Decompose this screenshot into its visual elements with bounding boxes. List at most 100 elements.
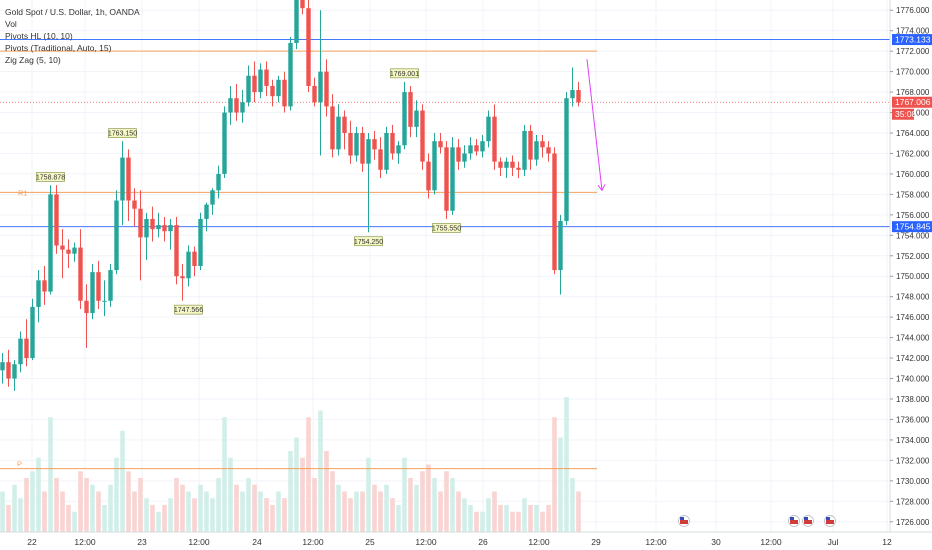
- event-flag-stripe: [680, 520, 688, 524]
- volume-bar: [306, 417, 311, 532]
- candle-body: [534, 141, 539, 160]
- volume-bar: [222, 417, 227, 532]
- volume-bar: [456, 491, 461, 532]
- candle-body: [546, 147, 551, 154]
- candle-body: [30, 306, 35, 359]
- candle-body: [186, 251, 191, 279]
- event-flag-stripe: [790, 520, 798, 524]
- candle-body: [114, 200, 119, 271]
- candle-body: [540, 141, 545, 148]
- candle-body: [468, 145, 473, 154]
- volume-bar: [438, 491, 443, 532]
- volume-bar: [270, 505, 275, 532]
- event-flag-canton: [804, 517, 808, 520]
- candle-body: [252, 75, 257, 93]
- volume-bar: [366, 457, 371, 532]
- candle-body: [234, 98, 239, 113]
- pivot-label-text: 1747.566: [174, 307, 203, 314]
- candle-body: [396, 145, 401, 154]
- candle-body: [282, 79, 287, 107]
- candle-body: [564, 98, 569, 221]
- candle-body: [138, 208, 143, 238]
- price-axis[interactable]: 1776.000 1774.000 1772.000 1770.000 1768.000…: [889, 0, 930, 532]
- upper-price-tag-bg: [892, 34, 932, 46]
- candle-body: [390, 133, 395, 154]
- volume-bar: [492, 491, 497, 532]
- volume-bar: [294, 437, 299, 532]
- candle-body: [180, 276, 185, 279]
- volume-bar: [396, 505, 401, 532]
- candle-body: [78, 247, 83, 301]
- candle-body: [150, 218, 155, 230]
- candle-body: [18, 338, 23, 365]
- pivot-labels: 1758.878 1763.150 1747.566 1769.001 1754.250…: [36, 68, 461, 315]
- pivot-label-text: 1754.250: [354, 239, 383, 246]
- candle-body: [456, 147, 461, 162]
- volume-bar: [138, 478, 143, 532]
- volume-bar: [6, 505, 11, 532]
- candle-body: [486, 116, 491, 142]
- price-tags: 1773.133 1767.006 35:08 1754.845: [892, 34, 932, 233]
- candle-body: [246, 75, 251, 103]
- economic-events: [678, 515, 836, 527]
- indicator-vol[interactable]: Vol: [5, 19, 17, 29]
- volume-bar: [432, 478, 437, 532]
- volume-bar: [570, 478, 575, 532]
- volume-bar: [342, 491, 347, 532]
- volume-bar: [66, 505, 71, 532]
- candle-body: [240, 102, 245, 113]
- volume-bar: [300, 457, 305, 532]
- pivot-label-box: [174, 304, 203, 315]
- volume-bar: [402, 457, 407, 532]
- time-tick-label: 23: [137, 537, 147, 547]
- volume-bar: [522, 498, 527, 532]
- volume-bar: [48, 417, 53, 532]
- candle-body: [522, 130, 527, 170]
- countdown-bg: [892, 108, 914, 120]
- time-tick-label: 12:00: [415, 537, 437, 547]
- lower-price-tag-bg: [892, 221, 932, 233]
- candle-body: [558, 220, 563, 271]
- price-tick-label: 1772.000: [896, 47, 930, 56]
- candle-body: [354, 133, 359, 156]
- price-tick-label: 1776.000: [896, 6, 930, 15]
- candle-body: [360, 133, 365, 164]
- volume-bar: [198, 484, 203, 532]
- candle-body: [12, 364, 17, 379]
- candle-body: [336, 116, 341, 150]
- volume-bar: [246, 478, 251, 532]
- volume-bar: [414, 484, 419, 532]
- time-axis[interactable]: 22 12:00 23 12:00 24 12:00 25 12:00 26 12:00 29 12:…: [0, 531, 932, 547]
- price-tick-label: 1756.000: [896, 211, 930, 220]
- price-tick-label: 1736.000: [896, 415, 930, 424]
- volume-bars: [0, 397, 581, 532]
- candle-body: [42, 280, 47, 292]
- volume-bar: [54, 478, 59, 532]
- arrow-head: [597, 184, 606, 192]
- indicator-pivots-hl[interactable]: Pivots HL (10, 10): [5, 31, 73, 41]
- candle-body: [576, 90, 581, 103]
- volume-bar: [546, 505, 551, 532]
- volume-bar: [558, 437, 563, 532]
- time-tick-label: 12:00: [645, 537, 667, 547]
- volume-bar: [330, 471, 335, 532]
- volume-bar: [114, 457, 119, 532]
- candle-body: [492, 116, 497, 162]
- upper-price-tag-text: 1773.133: [895, 35, 931, 45]
- candle-body: [108, 270, 113, 301]
- indicator-zigzag[interactable]: Zig Zag (5, 10): [5, 55, 61, 65]
- volume-bar: [192, 498, 197, 532]
- candle-body: [480, 141, 485, 152]
- candle-body: [300, 0, 305, 9]
- pivot-label-box: [36, 172, 65, 182]
- indicator-pivots-traditional[interactable]: Pivots (Traditional, Auto, 15): [5, 43, 112, 53]
- price-tick-label: 1730.000: [896, 477, 930, 486]
- candle-body: [366, 139, 371, 164]
- volume-bar: [264, 498, 269, 532]
- candle-body: [204, 204, 209, 219]
- candlesticks: [0, 0, 581, 391]
- volume-bar: [534, 505, 539, 532]
- symbol-title[interactable]: Gold Spot / U.S. Dollar, 1h, OANDA: [5, 7, 140, 17]
- volume-bar: [318, 410, 323, 532]
